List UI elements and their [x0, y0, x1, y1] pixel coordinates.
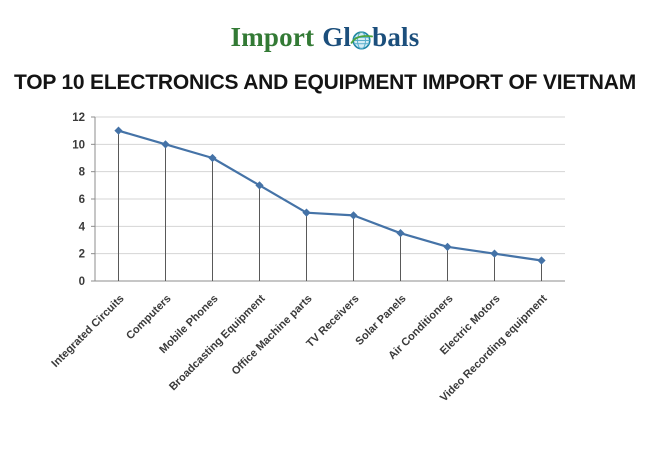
- logo-text-gl: Gl: [322, 22, 352, 52]
- y-axis-tick-label: 6: [79, 194, 85, 206]
- data-point-marker: [490, 249, 499, 258]
- line-chart: 0 2 4 6 8 10 12 Integrated Circuits Computers Mob…: [0, 108, 650, 450]
- logo-text-bals: bals: [372, 22, 420, 52]
- chart-title: TOP 10 ELECTRONICS AND EQUIPMENT IMPORT …: [14, 71, 636, 94]
- y-axis-tick-label: 4: [79, 221, 86, 233]
- y-axis-tick-label: 10: [72, 139, 85, 151]
- globe-icon: [350, 26, 374, 50]
- data-point-marker: [443, 242, 452, 251]
- logo: Import Gl bals: [0, 22, 650, 53]
- x-axis-label: Integrated Circuits: [49, 293, 126, 370]
- y-axis-tick-label: 0: [79, 276, 85, 288]
- y-axis-tick-label: 8: [79, 167, 86, 179]
- x-axis-label: Broadcasting Equipment: [167, 292, 268, 393]
- data-point-marker: [114, 126, 123, 135]
- data-point-marker: [208, 153, 217, 163]
- data-point-marker: [537, 256, 546, 265]
- logo-text-import: Import: [230, 22, 315, 52]
- y-axis-tick-label: 12: [72, 112, 85, 124]
- x-axis-label: Computers: [124, 293, 174, 343]
- data-point-marker: [161, 140, 170, 149]
- data-point-marker: [396, 229, 405, 238]
- x-axis-label: Office Machine parts: [230, 293, 315, 378]
- data-point-marker: [349, 211, 358, 220]
- series-line: [117, 129, 543, 262]
- data-point-marker: [255, 181, 264, 190]
- data-point-marker: [302, 208, 311, 217]
- y-axis-tick-label: 2: [79, 249, 85, 261]
